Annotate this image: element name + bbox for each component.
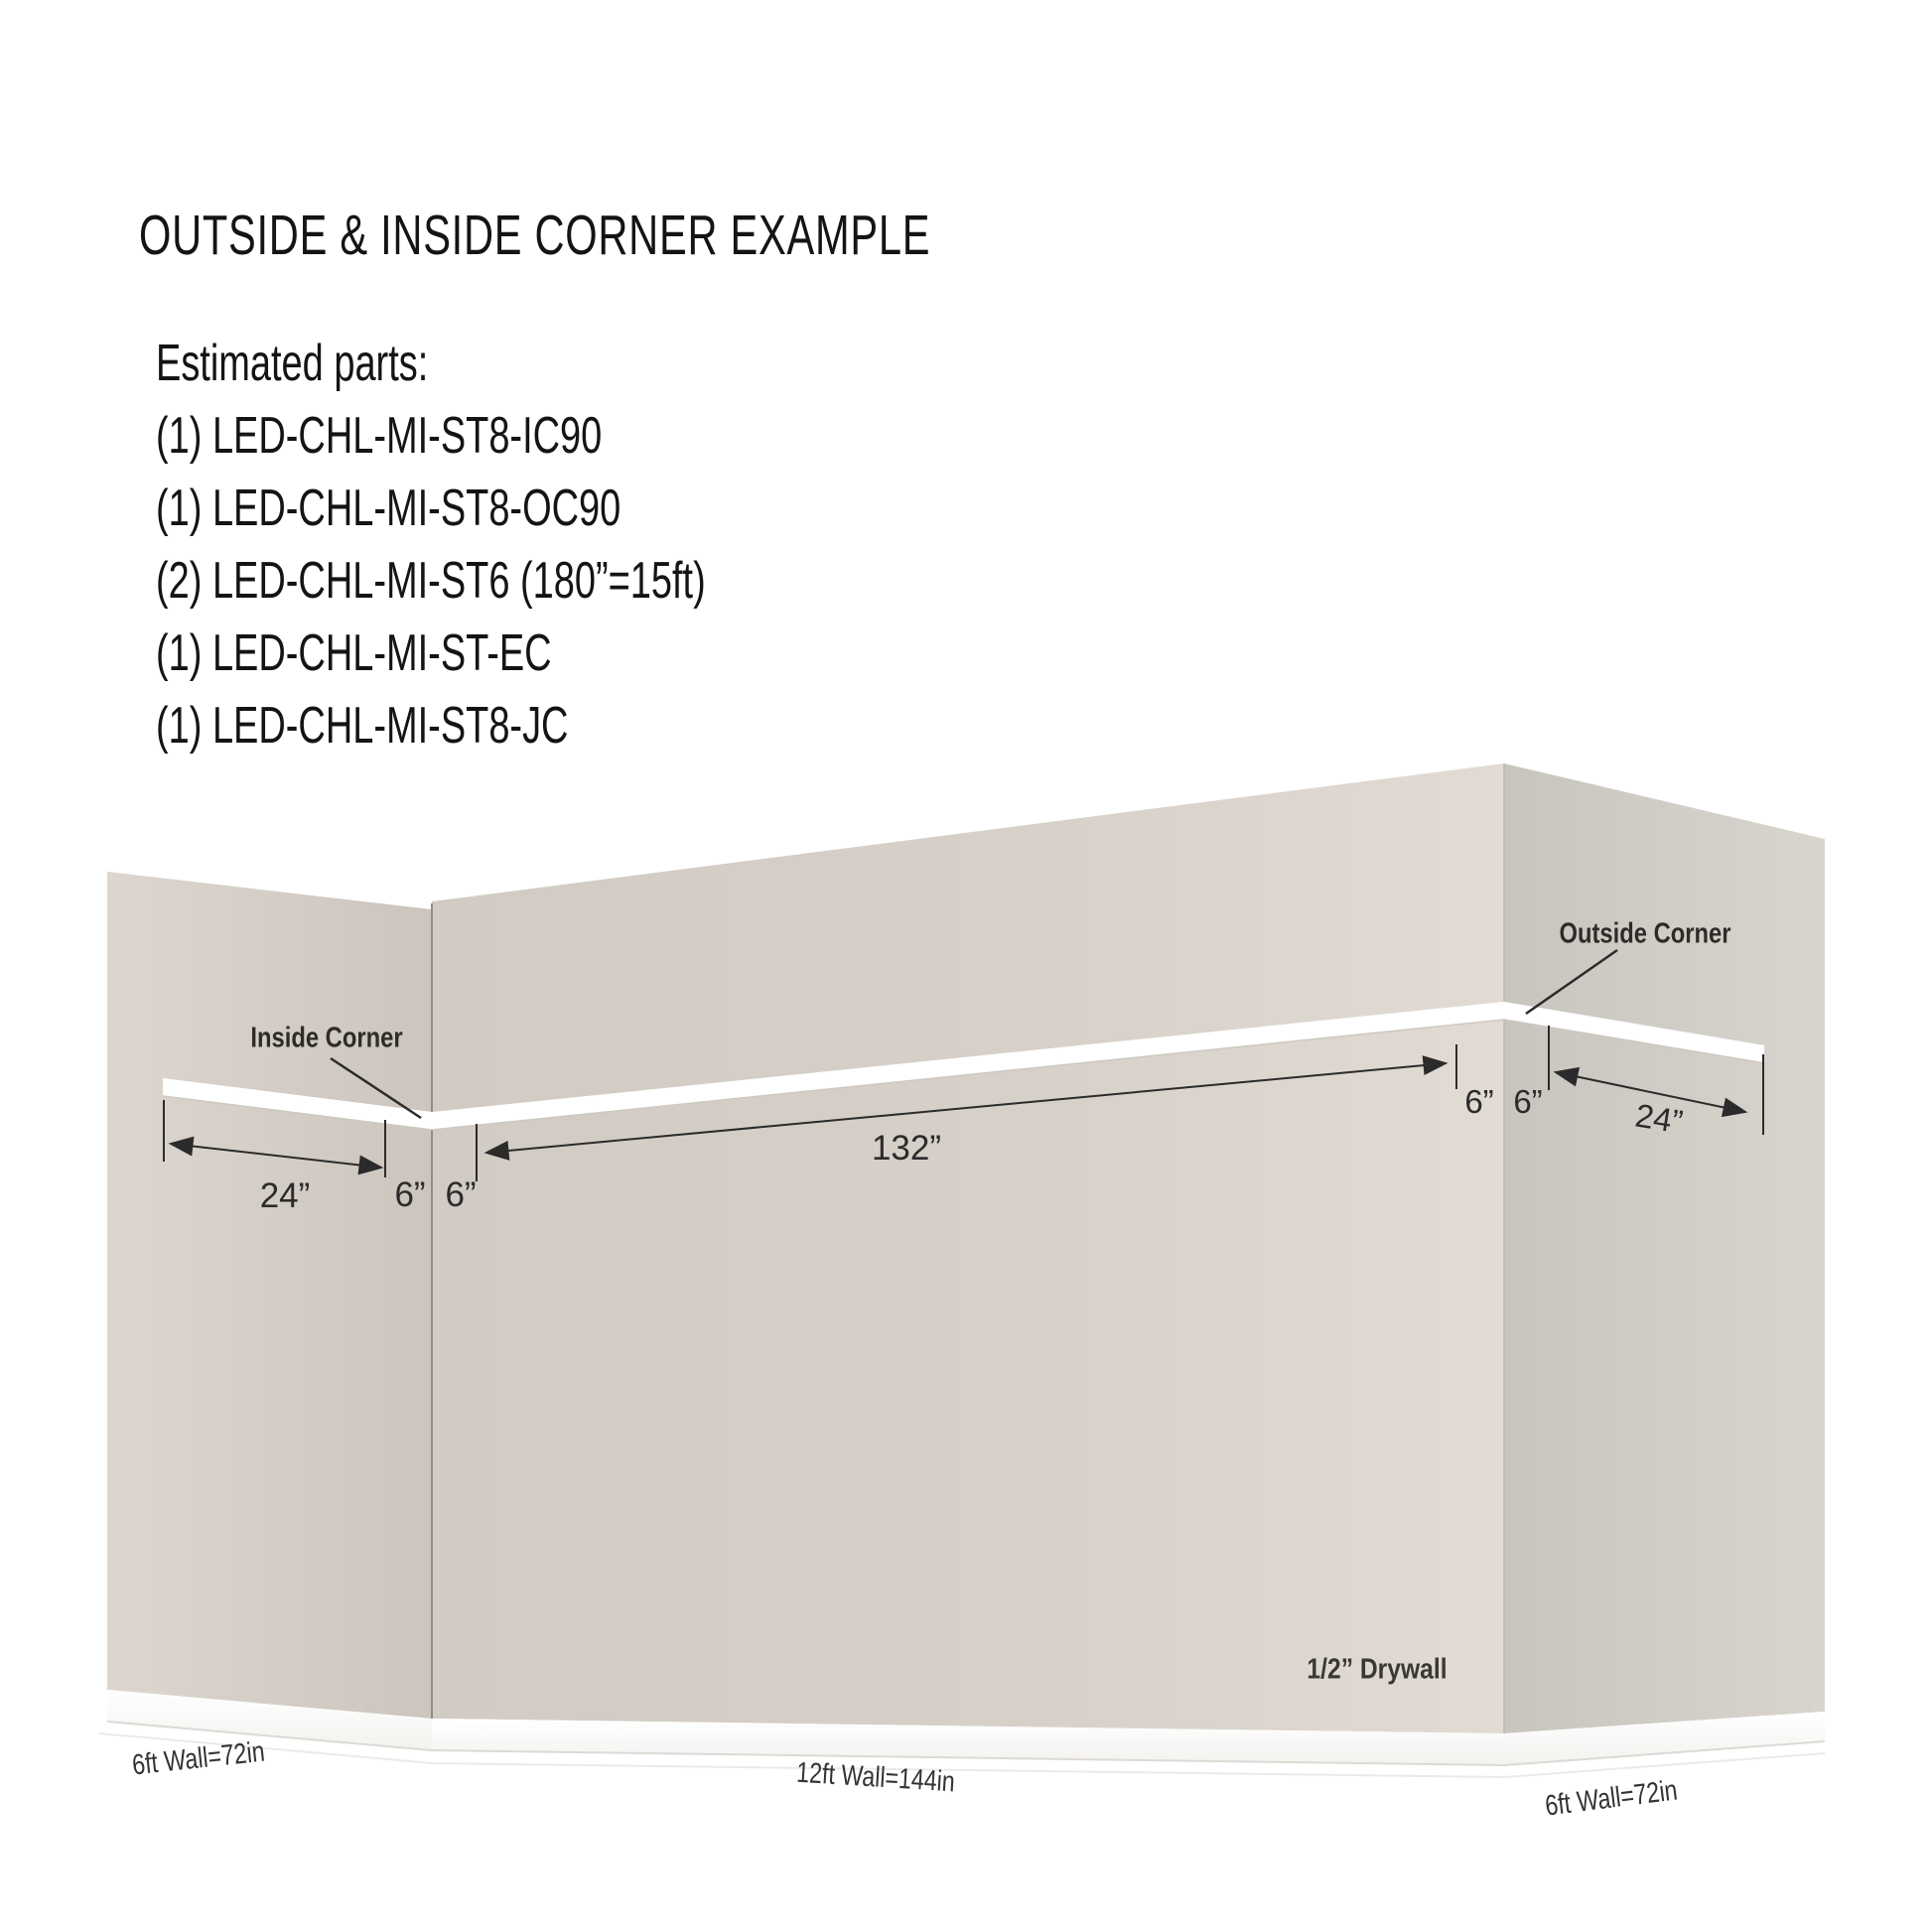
parts-list-item: (1) LED-CHL-MI-ST-EC bbox=[156, 624, 552, 682]
outside-corner-label: Outside Corner bbox=[1559, 917, 1731, 950]
baseboard-edge-line bbox=[106, 1721, 1826, 1767]
floor-shadow-line bbox=[98, 1732, 1826, 1779]
dimension-label-right-6a: 6” bbox=[1464, 1083, 1494, 1120]
page-title: OUTSIDE & INSIDE CORNER EXAMPLE bbox=[139, 204, 931, 267]
dimension-label-right-24: 24” bbox=[1632, 1096, 1686, 1141]
middle-wall bbox=[432, 763, 1504, 1733]
parts-list-item: (1) LED-CHL-MI-ST8-IC90 bbox=[156, 407, 603, 465]
dim-arrow-132 bbox=[483, 1055, 1449, 1161]
dimension-label-right-6b: 6” bbox=[1513, 1083, 1543, 1120]
left-wall bbox=[107, 872, 432, 1719]
parts-list-heading: Estimated parts: bbox=[156, 335, 429, 392]
dim-arrow-left-24 bbox=[168, 1136, 384, 1175]
led-strip-right-wall bbox=[1504, 1002, 1765, 1063]
right-baseboard bbox=[1504, 1712, 1825, 1765]
parts-list-item: (2) LED-CHL-MI-ST6 (180”=15ft) bbox=[156, 552, 706, 610]
parts-list-item: (1) LED-CHL-MI-ST8-JC bbox=[156, 697, 569, 755]
dimension-ticks bbox=[163, 1026, 1764, 1181]
estimated-parts-list: Estimated parts: (1) LED-CHL-MI-ST8-IC90… bbox=[156, 328, 706, 762]
outside-corner-leader-line bbox=[1525, 948, 1618, 1016]
drywall-label: 1/2” Drywall bbox=[1307, 1653, 1448, 1686]
dimension-label-left-6b: 6” bbox=[445, 1175, 477, 1214]
inside-corner-leader-line bbox=[330, 1056, 422, 1120]
inside-corner-label: Inside Corner bbox=[250, 1022, 403, 1054]
dimension-label-left-6a: 6” bbox=[394, 1175, 426, 1214]
led-strip-left-wall bbox=[163, 1078, 432, 1130]
dimension-label-132: 132” bbox=[871, 1129, 942, 1168]
right-wall bbox=[1504, 763, 1825, 1733]
left-baseboard bbox=[107, 1690, 432, 1750]
dim-arrow-right-24 bbox=[1553, 1066, 1748, 1118]
dimension-label-left-24: 24” bbox=[259, 1176, 311, 1215]
parts-list-item: (1) LED-CHL-MI-ST8-OC90 bbox=[156, 480, 621, 537]
